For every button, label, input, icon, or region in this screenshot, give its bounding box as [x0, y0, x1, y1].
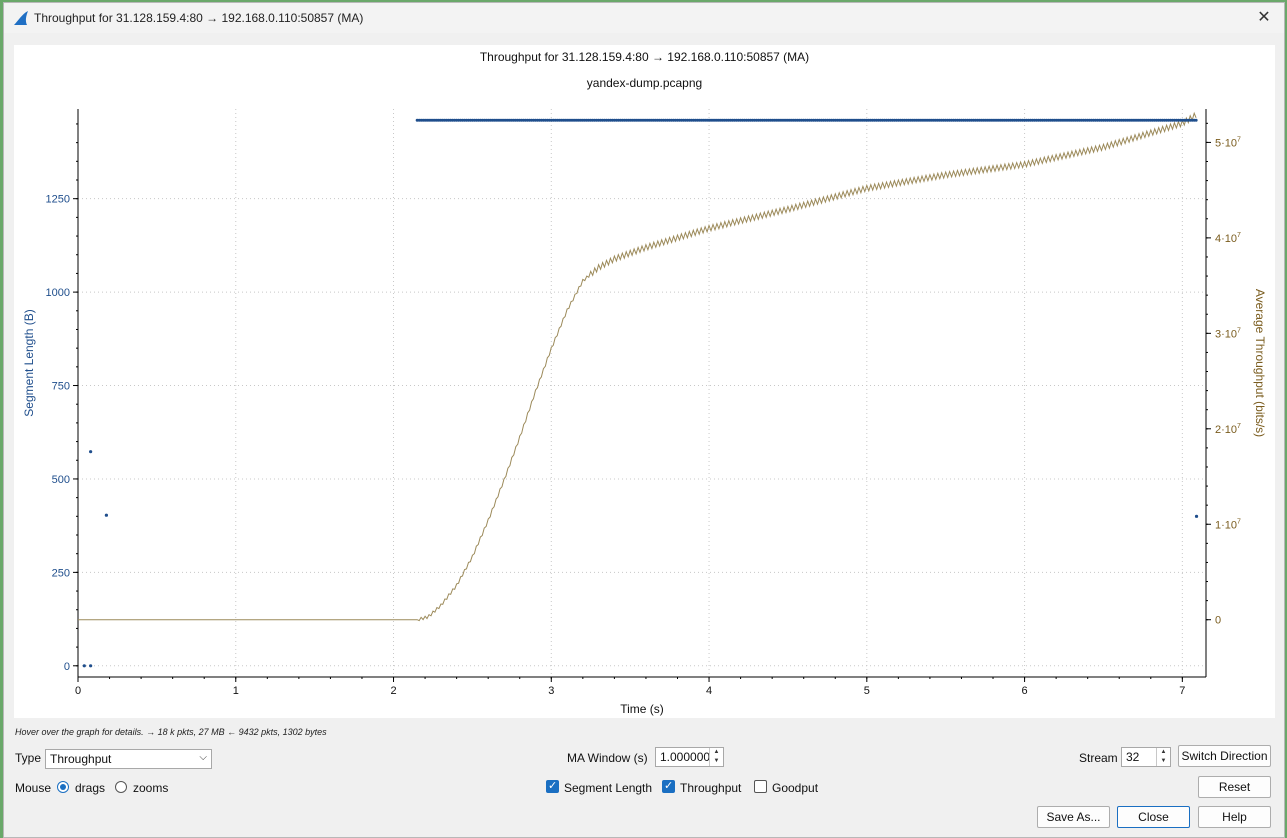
segment-point — [82, 664, 86, 668]
x-axis-label: Time (s) — [620, 702, 664, 716]
drags-radio[interactable] — [57, 781, 69, 793]
y-left-tick-label: 1250 — [46, 194, 70, 206]
y-left-tick-label: 750 — [52, 381, 70, 393]
y-right-tick-label: 2·107 — [1215, 423, 1241, 436]
segment-point — [89, 450, 93, 454]
segment-point — [89, 664, 93, 668]
help-button[interactable]: Help — [1198, 806, 1271, 828]
plot-title: Throughput for 31.128.159.4:80 → 192.168… — [479, 50, 810, 64]
throughput-checkbox[interactable] — [662, 779, 675, 793]
x-tick-label: 4 — [706, 685, 712, 697]
segment-point — [1194, 118, 1198, 122]
ma-window-label: MA Window (s) — [567, 751, 648, 765]
throughput-line — [78, 111, 1197, 622]
throughput-chart[interactable]: 0 1 2 3 4 5 6 7 0 250 500 750 1000 1250 0 1·107 2·107 3·1… — [14, 45, 1275, 718]
window-title: Throughput for 31.128.159.4:80 → 192.168… — [34, 11, 364, 25]
x-tick-label: 2 — [390, 685, 396, 697]
x-tick-label: 3 — [548, 685, 554, 697]
x-tick-label: 6 — [1022, 685, 1028, 697]
drags-label: drags — [75, 781, 106, 795]
save-as-button[interactable]: Save As... — [1037, 806, 1110, 828]
spin-arrows-icon[interactable]: ▲ ▼ — [709, 748, 723, 766]
segment-length-label: Segment Length — [564, 781, 653, 795]
reset-button[interactable]: Reset — [1198, 776, 1271, 798]
switch-direction-button[interactable]: Switch Direction — [1178, 745, 1271, 767]
x-tick-label: 1 — [233, 685, 239, 697]
x-tick-label: 7 — [1179, 685, 1185, 697]
stream-spinbox[interactable]: 32 ▲ ▼ — [1121, 747, 1171, 767]
throughput-dialog: Throughput for 31.128.159.4:80 → 192.168… — [3, 2, 1285, 838]
zooms-radio[interactable] — [115, 781, 127, 793]
y-right-tick-label: 5·107 — [1215, 136, 1241, 149]
y-right-tick-label: 1·107 — [1215, 518, 1241, 531]
goodput-label: Goodput — [772, 781, 819, 795]
y-left-tick-label: 1000 — [46, 287, 70, 299]
chevron-down-icon: ⌵ — [199, 752, 207, 763]
y-right-tick-label: 3·107 — [1215, 327, 1241, 340]
y-left-tick-label: 250 — [52, 567, 70, 579]
type-select-value: Throughput — [50, 752, 112, 766]
ma-window-value: 1.000000 — [660, 750, 711, 764]
stream-label: Stream — [1079, 751, 1118, 765]
y-left-tick-label: 0 — [64, 661, 70, 673]
segment-point — [104, 513, 108, 517]
x-tick-label: 5 — [864, 685, 870, 697]
throughput-label: Throughput — [680, 781, 742, 795]
zooms-label: zooms — [133, 781, 169, 795]
plot-area[interactable]: Throughput for 31.128.159.4:80 → 192.168… — [14, 45, 1275, 718]
stream-value: 32 — [1126, 750, 1140, 764]
y-right-tick-label: 4·107 — [1215, 232, 1241, 245]
spin-arrows-icon[interactable]: ▲ ▼ — [1156, 748, 1170, 766]
y-left-tick-label: 500 — [52, 474, 70, 486]
y-right-tick-label: 0 — [1215, 615, 1221, 627]
close-button[interactable]: Close — [1117, 806, 1190, 828]
type-select[interactable]: Throughput ⌵ — [45, 749, 212, 769]
mouse-label: Mouse — [15, 781, 52, 795]
plot-subtitle: yandex-dump.pcapng — [586, 76, 703, 90]
segment-length-checkbox[interactable] — [546, 779, 559, 793]
ma-window-spinbox[interactable]: 1.000000 ▲ ▼ — [655, 747, 724, 767]
y-right-axis-label: Average Throughput (bits/s) — [1253, 289, 1267, 437]
wireshark-fin-icon — [14, 11, 28, 25]
hover-hint: Hover over the graph for details. → 18 k… — [15, 727, 327, 737]
segment-point — [1194, 514, 1199, 518]
y-left-axis-label: Segment Length (B) — [22, 309, 36, 416]
title-bar[interactable]: Throughput for 31.128.159.4:80 → 192.168… — [4, 3, 1284, 33]
type-label: Type — [15, 751, 42, 765]
goodput-checkbox[interactable] — [754, 780, 767, 793]
close-icon[interactable]: ✕ — [1257, 9, 1271, 26]
x-tick-label: 0 — [75, 685, 81, 697]
